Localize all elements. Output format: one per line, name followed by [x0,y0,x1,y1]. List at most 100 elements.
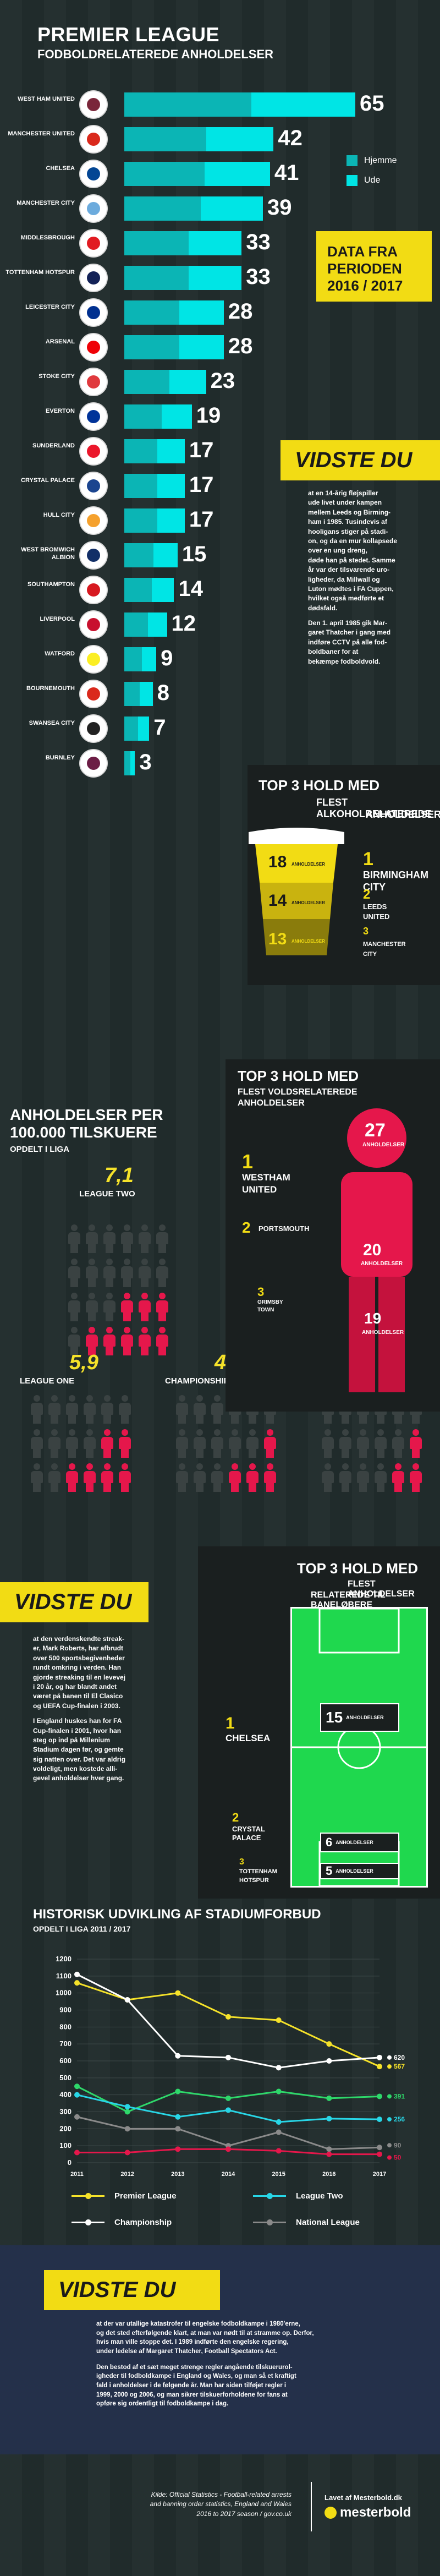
person-head [196,1429,203,1436]
team-crest-icon [79,125,108,154]
person-body [410,1437,422,1449]
alcohol-rank: 2 [363,887,371,902]
bar-value: 12 [171,611,196,636]
person-head [124,1224,130,1231]
legend-swatch [253,2193,286,2199]
series-point [74,1980,80,1986]
alcohol-team-2: CITY [363,882,386,893]
person-head [106,1259,113,1265]
person-body [66,1437,78,1449]
violence-leg-gap [375,1277,378,1392]
person-legs [33,1415,41,1424]
person-body [246,1437,258,1449]
person-legs [88,1244,96,1253]
team-crest-icon [79,402,108,431]
legend-item: Championship [72,2218,172,2227]
alcohol-team: BIRMINGHAM [363,869,428,880]
person-legs [394,1415,402,1424]
bar-value: 8 [157,681,169,705]
person-body [176,1437,188,1449]
alcohol-subtitle-2: ANHOLDELSER [366,809,440,820]
team-row: STOKE CITY 23 [0,365,440,398]
person-head [395,1429,402,1436]
series-point [377,2093,382,2099]
text-line: hooligans stiger på stadi- [308,527,388,535]
person-legs [178,1415,186,1424]
bar-home [124,127,207,151]
team-name: LIVERPOOL [40,616,75,622]
alcohol-title: TOP 3 HOLD MED [258,777,380,794]
team-row: HULL CITY 17 [0,504,440,537]
person-legs [359,1415,367,1424]
violence-team: PORTSMOUTH [258,1224,310,1233]
person-head [377,1463,384,1470]
violence-rank: 2 [242,1219,251,1236]
person-head [360,1429,366,1436]
person-body [176,1471,188,1483]
person-body [194,1471,206,1483]
person-icon [120,1293,134,1321]
person-icon [321,1429,335,1458]
person-body [31,1471,43,1483]
y-tick-label: 800 [59,2022,72,2031]
person-body [121,1232,133,1244]
bar-value: 33 [246,230,271,254]
alcohol-team-2: UNITED [363,912,390,921]
y-tick-label: 600 [59,2057,72,2065]
crest-mark [87,618,100,631]
text-line: hvis man ville stoppe det. I 1989 indfør… [96,2339,289,2346]
bar-home [124,196,201,221]
crest-mark [87,445,100,458]
legend-item: Premier League [72,2191,177,2201]
person-legs [213,1483,221,1492]
person-icon [102,1293,117,1321]
person-head [71,1259,78,1265]
person-body [103,1335,116,1347]
per100k-label: LEAGUE TWO [79,1189,135,1199]
person-legs [377,1415,384,1424]
team-name: STOKE CITY [38,373,75,380]
legend-swatch [253,2219,286,2225]
series-point [124,1997,130,2003]
text-line: år var der tilsvarende uro- [308,566,390,574]
person-body [339,1437,351,1449]
bar-value: 14 [178,577,203,601]
person-icon [263,1463,277,1492]
person-head [141,1327,148,1333]
person-legs [88,1347,96,1355]
person-legs [121,1449,129,1458]
crest-mark [87,375,100,389]
person-icon [210,1395,224,1424]
person-icon [321,1463,335,1492]
person-body [264,1437,276,1449]
pitch-top-box [318,1609,400,1654]
crest-mark [87,202,100,215]
per100k-label: LEAGUE ONE [20,1376,75,1386]
person-legs [68,1483,76,1492]
text-line: opføre sig ordentligt til fodboldkampe i… [96,2400,229,2408]
vidste-du-text-1: at en 14-årig fløjspiller ude livet under… [308,489,429,666]
bar-home [124,612,148,637]
pitch-value: 15 [326,1709,343,1726]
text-line: rundt omkring i verden. Han [33,1664,122,1672]
person-legs [324,1449,332,1458]
alcohol-team-2: CITY [363,951,377,958]
person-legs [158,1312,166,1321]
person-icon [155,1327,169,1355]
person-icon [82,1463,97,1492]
series-point [226,2014,231,2020]
alcohol-unit: ANHOLDELSER [292,939,325,944]
series-point [226,2107,231,2113]
paragraph-gap [96,2356,426,2363]
text-line: ligheder, da Millwall og [308,575,380,583]
person-head [179,1429,185,1436]
person-body [86,1335,98,1347]
person-body [68,1300,80,1312]
team-row: MANCHESTER CITY 39 [0,192,440,225]
person-legs [412,1483,420,1492]
person-icon [409,1429,423,1458]
person-icon [30,1429,44,1458]
person-body [194,1403,206,1415]
person-icon [245,1429,260,1458]
person-legs [412,1415,420,1424]
